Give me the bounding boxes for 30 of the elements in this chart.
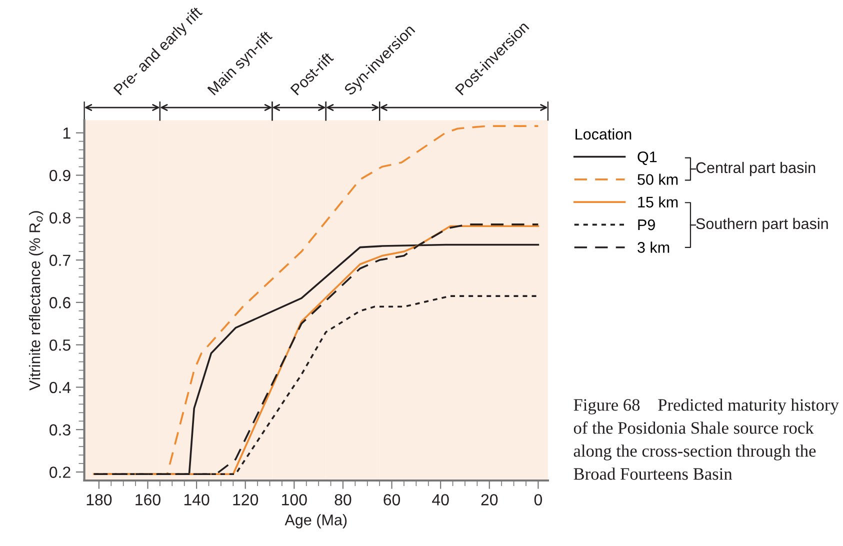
caption: Figure 68 Predicted maturity history of the Posidonia Shale source rock along the cross-section through the Broad Fourteens Basin	[574, 398, 839, 480]
y-tick-label: 1	[63, 128, 70, 139]
x-tick-label: 180	[86, 494, 112, 506]
x-tick-label: 20	[481, 494, 498, 506]
x-tick-label: 140	[184, 494, 210, 506]
x-tick-label: 120	[233, 494, 258, 506]
legend-label: P9	[638, 219, 655, 230]
x-tick-label: 60	[384, 494, 400, 506]
y-axis-title: Vitrinite reflectance (% R$_{o}$)	[28, 211, 44, 390]
text: Southern part basin	[696, 218, 828, 232]
y-tick-label: 0.5	[50, 339, 70, 351]
y-tick-label: 0.9	[50, 170, 70, 182]
y-tick-label: 0.4	[50, 382, 71, 394]
text: Central part basin	[696, 162, 816, 176]
legend-label: 50 km	[638, 174, 678, 185]
y-tick-label: 0.6	[50, 297, 70, 308]
legend-label: 15 km	[638, 196, 678, 208]
x-axis-title: Age (Ma)	[284, 514, 347, 528]
y-tick-label: 0.2	[50, 466, 70, 478]
y-tick-label: 0.3	[50, 424, 70, 436]
x-tick-label: 40	[432, 494, 449, 506]
x-tick-label: 80	[334, 494, 352, 506]
x-tick-label: 100	[282, 494, 307, 506]
legend-title: Location	[576, 128, 632, 140]
y-tick-label: 0.7	[50, 254, 70, 266]
x-tick-label: 160	[136, 494, 160, 506]
y-tick-label: 0.8	[50, 212, 70, 224]
legend-label: 3 km	[638, 242, 670, 253]
legend-label: Q1	[638, 151, 657, 166]
x-tick-label: 0	[534, 494, 542, 506]
